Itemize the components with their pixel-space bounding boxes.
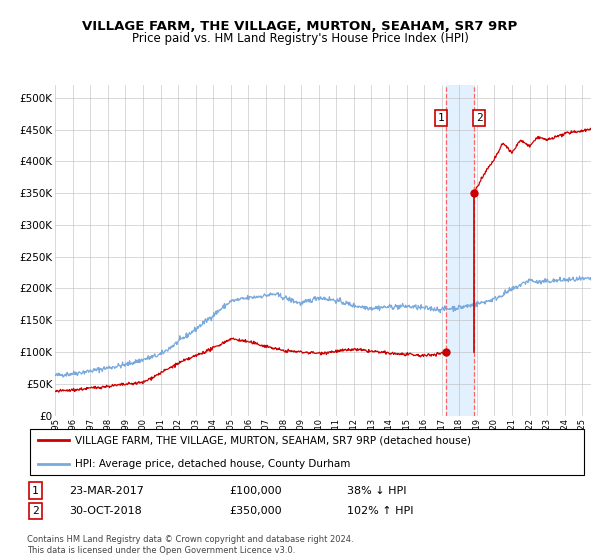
FancyBboxPatch shape bbox=[30, 429, 584, 475]
Text: £350,000: £350,000 bbox=[229, 506, 281, 516]
Text: VILLAGE FARM, THE VILLAGE, MURTON, SEAHAM, SR7 9RP (detached house): VILLAGE FARM, THE VILLAGE, MURTON, SEAHA… bbox=[74, 435, 470, 445]
Text: 30-OCT-2018: 30-OCT-2018 bbox=[69, 506, 142, 516]
Text: £100,000: £100,000 bbox=[229, 486, 281, 496]
Text: 38% ↓ HPI: 38% ↓ HPI bbox=[347, 486, 406, 496]
Text: Price paid vs. HM Land Registry's House Price Index (HPI): Price paid vs. HM Land Registry's House … bbox=[131, 32, 469, 45]
Text: 1: 1 bbox=[32, 486, 39, 496]
Bar bbox=[446, 85, 474, 416]
Text: Contains HM Land Registry data © Crown copyright and database right 2024.
This d: Contains HM Land Registry data © Crown c… bbox=[27, 535, 353, 555]
Text: 2: 2 bbox=[32, 506, 39, 516]
Text: 1: 1 bbox=[438, 113, 445, 123]
Text: HPI: Average price, detached house, County Durham: HPI: Average price, detached house, Coun… bbox=[74, 459, 350, 469]
Text: 2: 2 bbox=[476, 113, 482, 123]
Text: 23-MAR-2017: 23-MAR-2017 bbox=[69, 486, 144, 496]
Text: 102% ↑ HPI: 102% ↑ HPI bbox=[347, 506, 413, 516]
Text: VILLAGE FARM, THE VILLAGE, MURTON, SEAHAM, SR7 9RP: VILLAGE FARM, THE VILLAGE, MURTON, SEAHA… bbox=[82, 20, 518, 32]
